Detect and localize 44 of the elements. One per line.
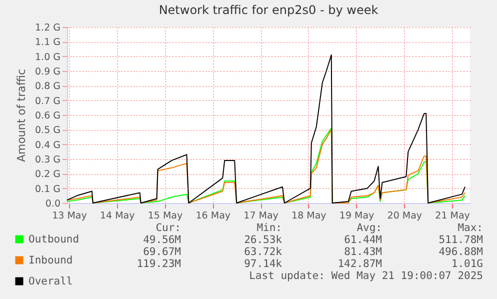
x-tick-label: 14 May (100, 210, 136, 222)
chart-title: Network traffic for enp2s0 - by week (158, 3, 378, 17)
y-tick-label: 0.8 G (35, 81, 60, 92)
text: 97.14k (244, 258, 282, 270)
y-tick-label: 1.0 G (35, 52, 60, 63)
y-tick-label: 1.2 G (35, 22, 60, 34)
text: 496.88M (438, 246, 483, 258)
text: 1.01G (451, 258, 483, 270)
x-tick-label: 20 May (387, 210, 422, 222)
text: 61.44M (344, 234, 382, 246)
y-tick-label: 0.2 G (35, 169, 60, 180)
x-tick-label: 21 May (435, 210, 470, 222)
y-tick-label: 0.3 G (35, 154, 60, 166)
text: Min: (256, 222, 282, 234)
text: Avg: (356, 222, 382, 234)
x-tick-label: 18 May (292, 210, 327, 222)
text: 119.23M (136, 258, 181, 270)
x-tick-label: 13 May (52, 210, 88, 222)
legend-label: Inbound (28, 254, 73, 266)
text: Cur: (156, 222, 181, 234)
text: 26.53k (244, 234, 282, 246)
legend-label: Outbound (28, 233, 80, 246)
text: 63.72k (244, 246, 282, 258)
x-tick-label: 16 May (196, 210, 231, 222)
y-tick-label: 0.9 G (35, 66, 60, 78)
y-tick-label: 0.6 G (35, 110, 60, 122)
y-tick-label: 1.1 G (35, 37, 60, 48)
x-tick-label: 17 May (244, 210, 279, 222)
text: 511.78M (438, 234, 483, 246)
y-tick-label: 0.0 (45, 198, 60, 210)
text: 49.56M (143, 234, 181, 246)
y-axis-title: Amount of traffic (15, 68, 28, 162)
legend-label: Overall (28, 275, 73, 288)
text: 142.87M (338, 258, 382, 270)
text: Max: (458, 222, 483, 234)
y-tick-label: 0.4 G (35, 140, 60, 151)
x-tick-label: 19 May (339, 210, 375, 222)
y-tick-label: 0.1 G (35, 184, 60, 195)
x-tick-label: 15 May (148, 210, 184, 222)
text: 69.67M (143, 246, 181, 258)
y-tick-label: 0.5 G (35, 125, 60, 136)
text: Last update: Wed May 21 19:00:07 2025 (249, 270, 483, 282)
text: 81.43M (344, 246, 382, 258)
y-tick-label: 0.7 G (35, 96, 60, 107)
